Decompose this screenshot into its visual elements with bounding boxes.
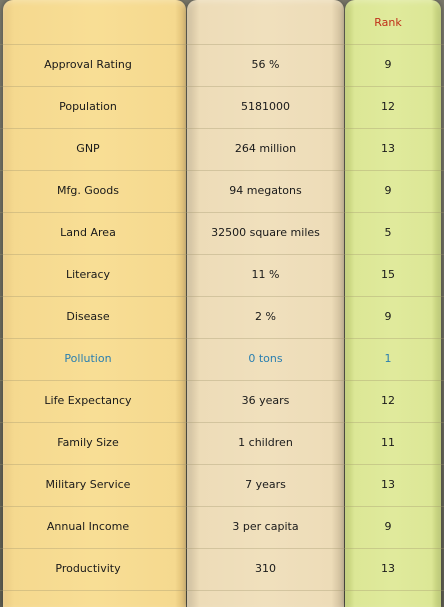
row-divider [0,338,444,339]
stat-value: 264 million [234,142,297,155]
row-divider [0,128,444,129]
row-divider [0,422,444,423]
stat-value: 310 [255,562,276,575]
stat-label: Military Service [45,478,131,491]
row-divider [0,170,444,171]
stat-label: Literacy [65,268,111,281]
rank-column-header: Rank [374,16,402,29]
row-divider [0,464,444,465]
stat-label: Land Area [60,226,116,239]
stat-value: 36 years [241,394,290,407]
stat-label: Population [59,100,117,113]
stat-label: Mfg. Goods [56,184,120,197]
stat-value: 56 % [251,58,280,71]
row-divider [0,590,444,591]
row-divider [0,212,444,213]
stat-value: 3 per capita [232,520,299,533]
stat-rank: 13 [381,562,395,575]
row-divider [0,44,444,45]
stat-value: 5181000 [241,100,290,113]
row-divider [0,86,444,87]
stat-value: 32500 square miles [211,226,320,239]
stat-rank: 9 [384,58,392,71]
values-column-panel [187,0,344,607]
stat-rank: 15 [381,268,395,281]
stat-rank: 12 [381,100,395,113]
stat-label: Family Size [57,436,119,449]
stat-rank: 1 [384,352,392,365]
stat-rank: 12 [381,394,395,407]
stat-rank: 13 [381,478,395,491]
stat-rank: 9 [384,184,392,197]
stat-value: 1 children [238,436,293,449]
row-divider [0,506,444,507]
stat-label: Pollution [64,352,112,365]
row-divider [0,548,444,549]
stat-label: Life Expectancy [44,394,132,407]
stat-value: 94 megatons [229,184,302,197]
stat-rank: 9 [384,520,392,533]
stat-value: 11 % [251,268,280,281]
row-divider [0,380,444,381]
stat-rank: 5 [384,226,392,239]
stat-label: Disease [66,310,110,323]
stat-rank: 11 [381,436,395,449]
stat-label: Approval Rating [44,58,132,71]
ranks-column-panel [345,0,441,607]
stat-rank: 9 [384,310,392,323]
stat-label: Annual Income [46,520,130,533]
stat-label: Productivity [55,562,121,575]
row-divider [0,254,444,255]
stat-rank: 13 [381,142,395,155]
row-divider [0,296,444,297]
stat-label: GNP [76,142,100,155]
stat-value: 0 tons [248,352,283,365]
stat-value: 2 % [255,310,276,323]
stat-value: 7 years [245,478,286,491]
labels-column-panel [3,0,186,607]
